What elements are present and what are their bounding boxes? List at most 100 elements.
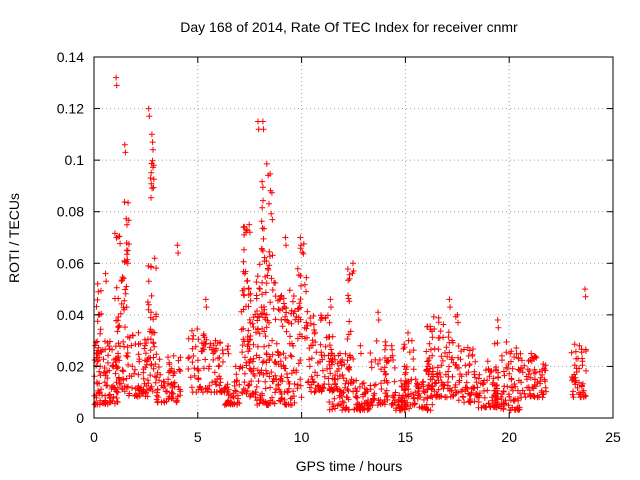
data-point [113,317,120,324]
data-point [499,391,506,397]
data-point [532,369,539,376]
data-point [152,379,159,386]
data-point [105,352,112,359]
data-point [235,395,242,402]
data-point [293,367,300,374]
data-point [260,358,267,365]
y-axis-title: ROTI / TECUs [6,193,22,283]
data-point [576,342,583,349]
data-point [119,367,126,374]
data-point [141,345,148,352]
data-point [503,349,510,356]
data-point [265,342,272,349]
data-point [176,386,183,393]
data-point [281,389,288,395]
data-point [410,366,417,373]
data-point [527,374,534,381]
data-point [420,378,427,385]
data-point [287,352,294,359]
data-point [303,274,310,281]
data-point [444,379,451,386]
data-point [437,328,444,335]
data-point [254,308,260,314]
data-point [329,358,336,365]
data-point [401,381,408,388]
grid-lines [94,57,613,418]
data-point [524,384,530,391]
data-point [210,342,217,349]
data-point [306,363,313,370]
data-point [113,74,120,81]
data-point [273,340,280,347]
data-point [281,400,288,406]
data-point [121,141,128,148]
data-point [129,384,135,391]
data-point [123,258,130,265]
data-point [280,362,287,369]
data-point [361,390,368,397]
data-point [261,258,268,265]
data-point [582,346,589,353]
data-point [473,379,480,386]
data-point [344,336,351,342]
data-point [265,266,272,273]
data-point [328,359,335,366]
data-point [102,346,109,353]
data-point [316,387,323,394]
data-point [288,353,295,360]
data-point [171,368,178,375]
data-point [116,357,123,364]
data-point [129,363,136,370]
data-point [188,384,195,391]
data-point [259,225,266,232]
data-point [268,275,275,282]
data-point [147,314,154,321]
data-point [321,381,328,387]
data-point [424,323,431,330]
data-point [148,180,155,187]
data-point [289,340,295,347]
data-point [454,311,461,318]
data-point [175,250,182,256]
data-point [501,383,508,390]
data-point [500,400,507,407]
data-point [494,382,500,389]
data-point [246,345,253,352]
data-point [501,372,508,379]
data-point [297,234,304,241]
data-point [124,353,131,360]
data-point [297,296,304,303]
data-point [240,291,247,298]
data-point [484,358,491,365]
data-point [271,400,278,407]
data-point [573,355,580,362]
data-point [423,348,430,355]
data-point [215,363,222,370]
data-point [295,360,302,367]
data-point [326,319,333,326]
data-point [303,288,309,295]
data-point [246,316,253,323]
data-point [149,388,156,394]
data-point [209,379,216,386]
data-point [570,388,576,395]
data-point [269,394,275,401]
data-point [241,231,248,238]
data-point [455,397,462,404]
data-point [239,342,246,349]
data-point [249,358,256,365]
data-point [131,370,138,377]
data-point [307,320,314,327]
data-point [92,342,99,349]
data-point [243,390,250,397]
data-point [246,381,253,388]
data-point [243,359,250,366]
data-point [264,317,271,324]
data-point [572,348,579,355]
data-point [468,391,475,398]
data-point [411,394,418,401]
data-point [263,351,270,358]
data-point [282,365,289,372]
data-point [211,389,218,395]
data-point [295,314,302,321]
